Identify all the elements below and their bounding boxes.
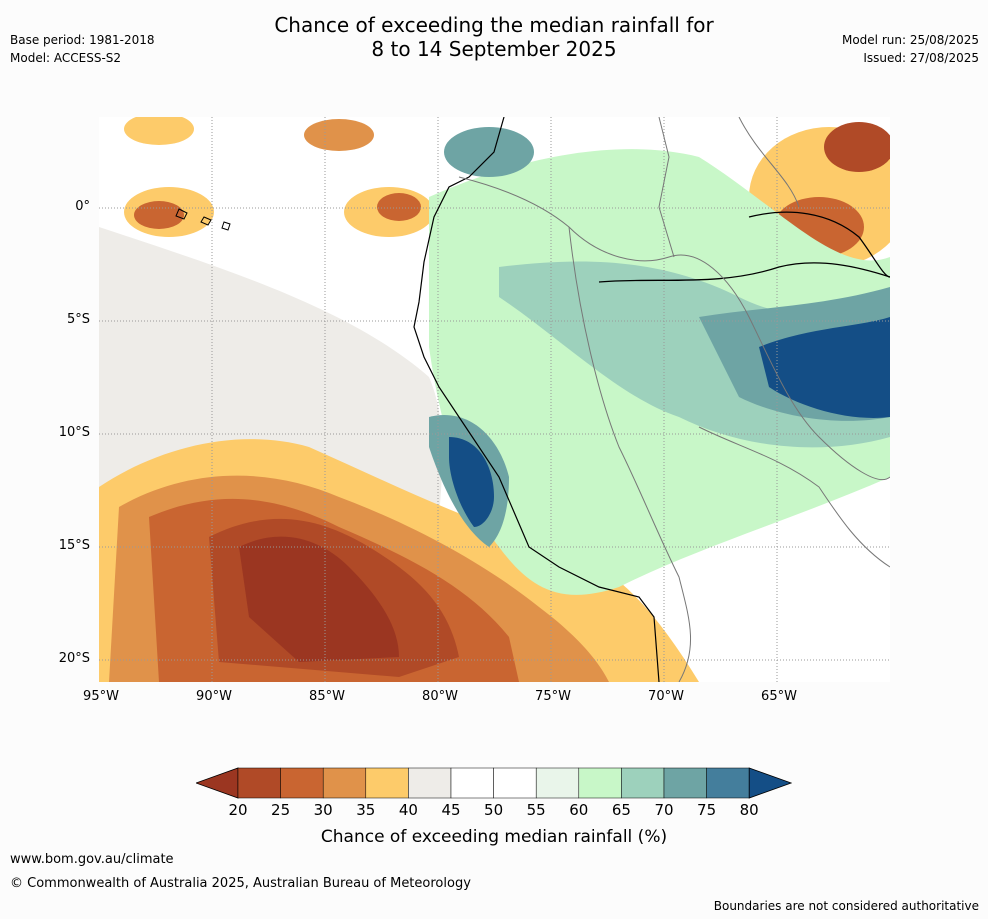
coastline	[413, 117, 660, 682]
lat-tick-10s: 10°S	[58, 425, 90, 440]
colorbar	[196, 767, 792, 799]
amazon-river	[598, 262, 890, 283]
model-text: Model: ACCESS-S2	[10, 51, 122, 65]
dry-patch-north-1	[124, 117, 194, 145]
dry-patch-ecuador-core	[377, 193, 421, 221]
map-title: Chance of exceeding the median rainfall …	[194, 13, 794, 61]
colorbar-label: 60	[569, 801, 589, 819]
colorbar-cell	[706, 767, 750, 799]
lon-tick-70w: 70°W	[648, 689, 684, 704]
colorbar-label: 30	[313, 801, 333, 819]
colorbar-cell	[493, 767, 537, 799]
lon-tick-80w: 80°W	[422, 689, 458, 704]
galapagos-islands	[175, 208, 231, 231]
dry-patch-northeast-top	[824, 122, 890, 172]
colorbar-label: 65	[611, 801, 631, 819]
colorbar-label: 70	[654, 801, 674, 819]
colorbar-label: 45	[441, 801, 461, 819]
wet-region-peru-80	[449, 437, 494, 527]
copyright-text: © Commonwealth of Australia 2025, Austra…	[10, 876, 471, 891]
lon-tick-75w: 75°W	[535, 689, 571, 704]
issued-text: Issued: 27/08/2025	[863, 51, 979, 65]
colorbar-title: Chance of exceeding median rainfall (%)	[320, 827, 668, 847]
colorbar-cell	[408, 767, 452, 799]
colorbar-cell	[237, 767, 281, 799]
disclaimer-text: Boundaries are not considered authoritat…	[713, 899, 979, 913]
lon-tick-85w: 85°W	[309, 689, 345, 704]
rainfall-map	[99, 117, 890, 682]
wet-region-80	[759, 317, 890, 418]
colorbar-arrow-low	[196, 767, 239, 799]
colorbar-cell	[535, 767, 580, 799]
colorbar-label: 25	[271, 801, 291, 819]
colorbar-cell	[621, 767, 665, 799]
dry-region-20	[239, 536, 399, 662]
lon-tick-65w: 65°W	[761, 689, 797, 704]
lat-tick-20s: 20°S	[58, 651, 90, 666]
lat-tick-5s: 5°S	[66, 312, 90, 327]
colorbar-arrow-high	[748, 767, 792, 799]
colorbar-cell	[663, 767, 707, 799]
lon-tick-95w: 95°W	[83, 689, 119, 704]
rainfall-map-canvas	[99, 117, 890, 682]
website-text: www.bom.gov.au/climate	[10, 852, 174, 867]
lon-tick-90w: 90°W	[196, 689, 232, 704]
lat-tick-0: 0°	[75, 199, 90, 214]
model-run-text: Model run: 25/08/2025	[841, 33, 979, 47]
title-line-2: 8 to 14 September 2025	[371, 37, 617, 61]
colorbar-label: 20	[228, 801, 248, 819]
colorbar-label: 75	[697, 801, 717, 819]
country-borders	[458, 117, 890, 682]
lat-tick-15s: 15°S	[58, 538, 90, 553]
colorbar-cell	[450, 767, 494, 799]
colorbar-label: 50	[484, 801, 504, 819]
river-north	[748, 211, 890, 278]
graticule	[99, 117, 890, 682]
colorbar-label: 40	[398, 801, 418, 819]
base-period-text: Base period: 1981-2018	[10, 33, 155, 47]
colorbar-label: 55	[526, 801, 546, 819]
colorbar-cells	[196, 767, 792, 799]
dry-patch-north-2	[304, 119, 374, 151]
colorbar-cell	[365, 767, 409, 799]
colorbar-label: 80	[739, 801, 759, 819]
colorbar-label: 35	[356, 801, 376, 819]
colorbar-cell	[322, 767, 367, 799]
title-line-1: Chance of exceeding the median rainfall …	[274, 13, 714, 37]
colorbar-cell	[578, 767, 622, 799]
colorbar-cell	[280, 767, 324, 799]
wet-patch-colombia	[444, 127, 534, 177]
